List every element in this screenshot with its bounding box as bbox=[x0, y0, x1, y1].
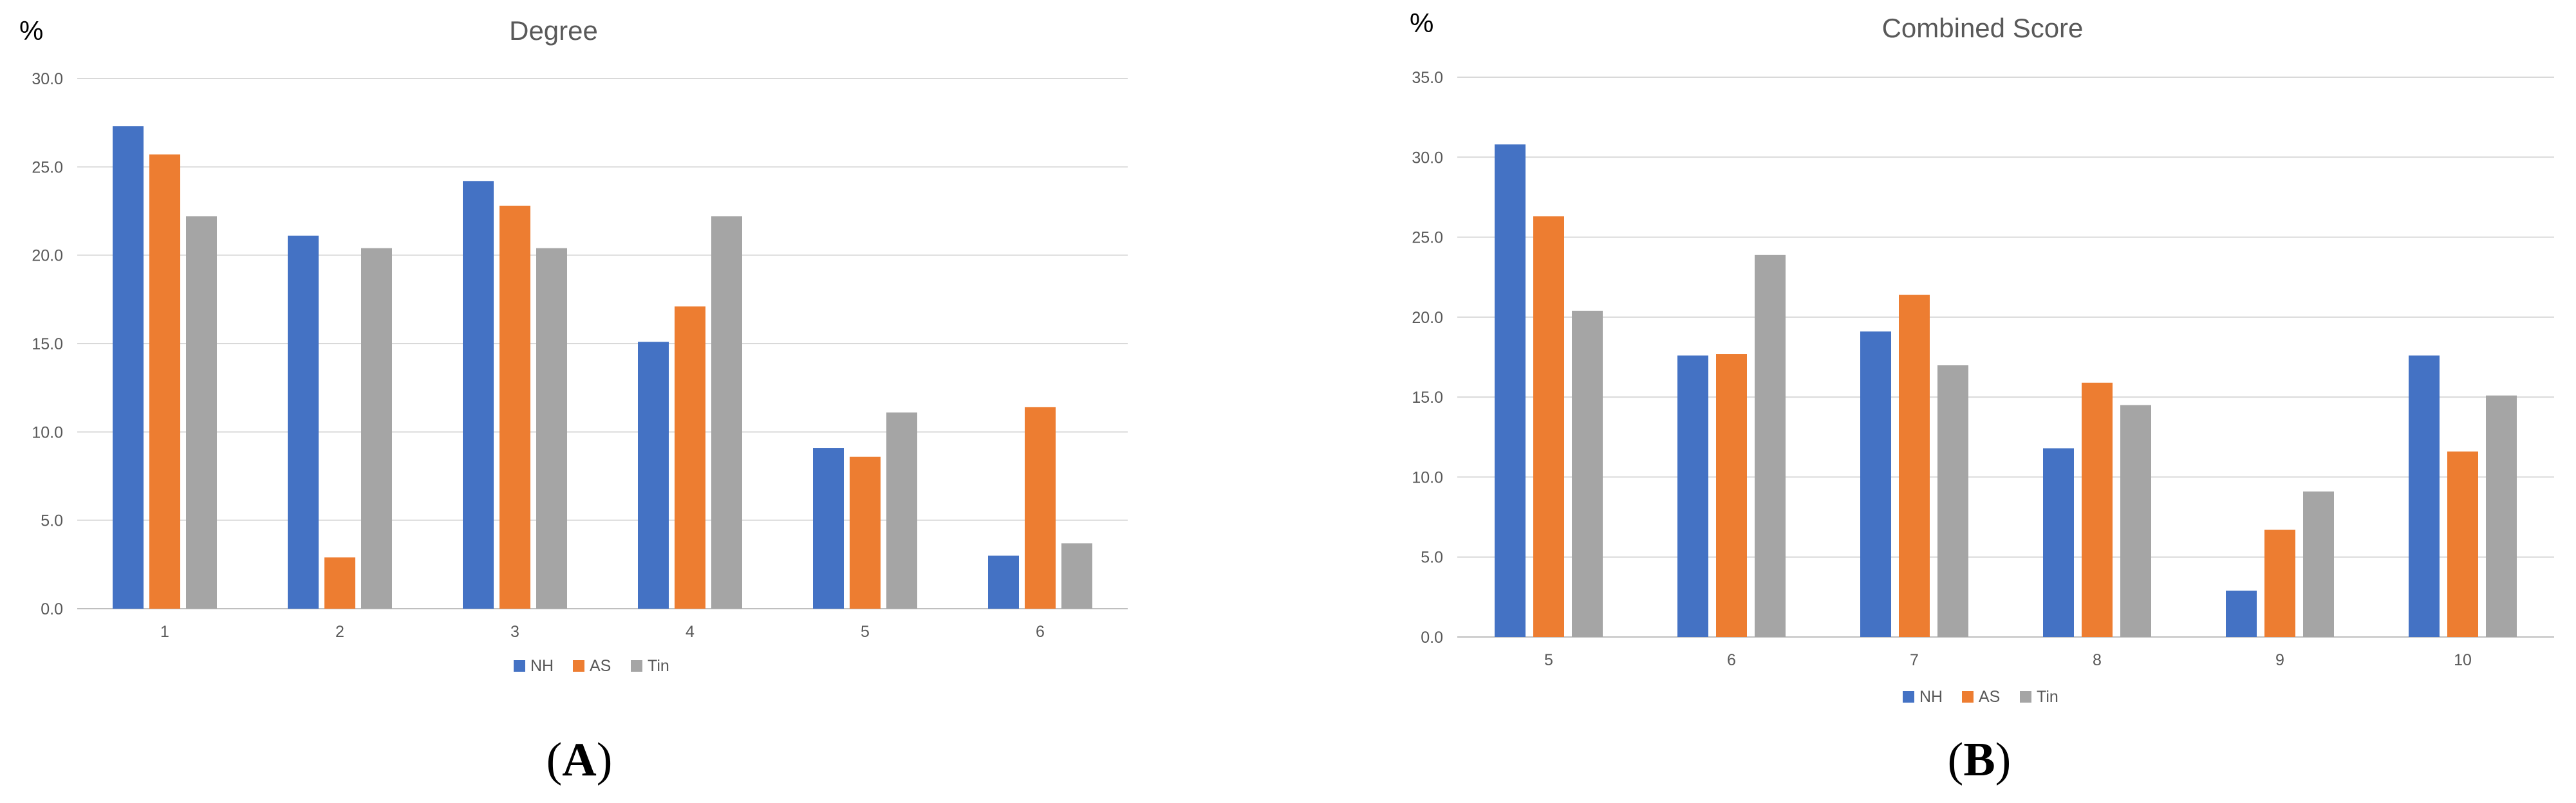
chart-title: Combined Score bbox=[1882, 13, 2084, 43]
bar-nh-1 bbox=[113, 126, 144, 609]
bar-as-1 bbox=[149, 154, 180, 609]
y-unit-label: % bbox=[19, 15, 43, 46]
bar-tin-9 bbox=[2303, 491, 2334, 637]
y-tick-label: 35.0 bbox=[1412, 69, 1443, 87]
x-tick-label: 2 bbox=[335, 623, 344, 641]
y-tick-label: 0.0 bbox=[1421, 629, 1443, 647]
y-tick-label: 30.0 bbox=[1412, 149, 1443, 167]
bar-nh-3 bbox=[463, 181, 494, 609]
y-tick-label: 10.0 bbox=[32, 423, 63, 441]
bar-nh-5 bbox=[813, 448, 844, 609]
x-tick-label: 10 bbox=[2454, 651, 2472, 669]
legend-swatch-tin bbox=[2020, 691, 2031, 703]
y-unit-label: % bbox=[1410, 8, 1433, 38]
x-tick-label: 8 bbox=[2093, 651, 2102, 669]
bar-nh-10 bbox=[2409, 355, 2440, 637]
bar-as-3 bbox=[499, 205, 530, 609]
bar-nh-6 bbox=[988, 555, 1019, 609]
y-tick-label: 0.0 bbox=[41, 600, 63, 618]
bar-tin-7 bbox=[1937, 365, 1968, 637]
bar-as-9 bbox=[2264, 530, 2295, 637]
panel-letter: B bbox=[1963, 734, 1995, 786]
y-tick-label: 5.0 bbox=[41, 512, 63, 530]
legend-swatch-tin bbox=[631, 660, 642, 672]
bar-tin-10 bbox=[2486, 395, 2517, 637]
bar-as-8 bbox=[2082, 382, 2113, 637]
y-tick-label: 5.0 bbox=[1421, 549, 1443, 567]
legend-label: AS bbox=[590, 657, 611, 675]
y-tick-label: 20.0 bbox=[32, 247, 63, 265]
chart-title: Degree bbox=[509, 15, 598, 46]
degree-chart: 0.0 5.0 10.0 15.0 20.0 25.0 30.0 1 2 3 4 5 6 Degree% N… bbox=[19, 15, 1128, 786]
bar-as-5 bbox=[850, 456, 881, 609]
x-tick-label: 7 bbox=[1910, 651, 1919, 669]
panel-label: (A) bbox=[546, 734, 613, 786]
bar-nh-9 bbox=[2226, 590, 2257, 637]
bar-tin-5 bbox=[1572, 310, 1603, 637]
legend-label: Tin bbox=[648, 657, 669, 675]
bar-as-10 bbox=[2447, 451, 2478, 637]
y-tick-label: 10.0 bbox=[1412, 468, 1443, 486]
x-tick-label: 6 bbox=[1727, 651, 1736, 669]
bar-tin-1 bbox=[186, 216, 217, 609]
x-tick-label: 3 bbox=[510, 623, 519, 641]
y-tick-label: 25.0 bbox=[32, 158, 63, 176]
panel-label: (B) bbox=[1948, 734, 2011, 786]
bar-tin-4 bbox=[711, 216, 742, 609]
combined-score-chart: 0.0 5.0 10.0 15.0 20.0 25.0 30.0 35.0 5 6 7 8 9 10 Com… bbox=[1410, 8, 2554, 786]
bar-tin-6 bbox=[1755, 254, 1786, 637]
bar-tin-2 bbox=[361, 248, 392, 609]
x-tick-label: 1 bbox=[160, 623, 169, 641]
bar-as-7 bbox=[1899, 295, 1930, 637]
bar-nh-4 bbox=[638, 342, 669, 609]
bar-as-2 bbox=[324, 557, 355, 609]
bar-nh-2 bbox=[288, 235, 319, 609]
y-tick-label: 15.0 bbox=[32, 335, 63, 353]
legend-label: AS bbox=[1979, 688, 2000, 706]
legend-swatch-as bbox=[573, 660, 584, 672]
bar-as-5 bbox=[1533, 216, 1564, 637]
bar-as-6 bbox=[1716, 354, 1747, 637]
y-tick-label: 15.0 bbox=[1412, 389, 1443, 407]
x-tick-label: 9 bbox=[2275, 651, 2284, 669]
y-tick-label: 20.0 bbox=[1412, 309, 1443, 327]
x-tick-label: 5 bbox=[861, 623, 870, 641]
bar-nh-6 bbox=[1677, 355, 1708, 637]
x-tick-label: 5 bbox=[1544, 651, 1553, 669]
bar-tin-8 bbox=[2120, 405, 2151, 637]
bar-tin-5 bbox=[886, 412, 917, 609]
bar-tin-3 bbox=[536, 248, 567, 609]
x-tick-label: 6 bbox=[1036, 623, 1045, 641]
panel-letter: A bbox=[562, 734, 596, 786]
legend-label: NH bbox=[530, 657, 554, 675]
legend-swatch-nh bbox=[1903, 691, 1914, 703]
legend-swatch-nh bbox=[514, 660, 525, 672]
bar-nh-5 bbox=[1495, 144, 1526, 637]
bar-as-6 bbox=[1025, 407, 1056, 609]
legend-label: Tin bbox=[2037, 688, 2058, 706]
bar-as-4 bbox=[675, 306, 705, 609]
bar-nh-8 bbox=[2043, 448, 2074, 637]
bar-nh-7 bbox=[1860, 331, 1891, 637]
legend-swatch-as bbox=[1962, 691, 1974, 703]
y-tick-label: 30.0 bbox=[32, 70, 63, 88]
y-tick-label: 25.0 bbox=[1412, 229, 1443, 247]
x-tick-label: 4 bbox=[686, 623, 695, 641]
legend-label: NH bbox=[1919, 688, 1943, 706]
bar-tin-6 bbox=[1061, 543, 1092, 609]
